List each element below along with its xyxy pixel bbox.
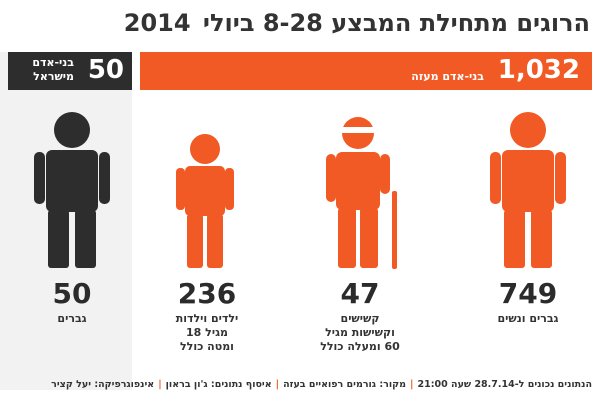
israel-total-bar: 50 בני-אדם מישראל	[8, 52, 132, 90]
footer-separator: |	[275, 379, 280, 390]
stat-desc: ילדים וילדות מגיל 18 ומטה כולל	[175, 312, 239, 353]
footer-data-collection: איסוף נתונים: ג'ון בראון	[165, 379, 272, 390]
stat-count: 236	[177, 277, 237, 310]
adult-icon	[490, 112, 566, 268]
title-text: הרוגים מתחילת המבצע 8-28 ביולי	[202, 9, 590, 37]
stat-israel-men: 50 גברים	[2, 278, 142, 326]
title-year: 2014	[123, 9, 191, 37]
israel-total-label: בני-אדם מישראל	[32, 56, 74, 83]
stat-count: 47	[340, 277, 380, 310]
elderly-icon	[326, 117, 397, 269]
footer-note: הנתונים נכונים ל-28.7.14 שעה 21:00	[417, 379, 593, 390]
stat-desc: קשישים וקשישות מגיל 60 ומעלה כולל	[320, 312, 400, 353]
israel-panel: 50 בני-אדם מישראל	[0, 52, 132, 390]
footer-source: מקור: גורמים רפואיים בעזה	[283, 379, 407, 390]
footer-infographic: אינפוגרפיקה: יעל קציר	[51, 379, 155, 390]
israel-total-value: 50	[87, 55, 124, 85]
gaza-total-label: בני-אדם מעזה	[411, 70, 484, 83]
footer-separator: |	[158, 379, 162, 390]
stat-desc: גברים ונשים	[497, 312, 559, 325]
stat-elderly: 47 קשישים וקשישות מגיל 60 ומעלה כולל	[290, 278, 430, 354]
page-title: הרוגים מתחילת המבצע 8-28 ביולי 2014	[10, 6, 590, 40]
stat-children: 236 ילדים וילדות מגיל 18 ומטה כולל	[137, 278, 277, 354]
stat-adults: 749 גברים ונשים	[458, 278, 598, 326]
gaza-total-bar: 1,032 בני-אדם מעזה	[140, 52, 592, 90]
stat-count: 50	[52, 277, 92, 310]
stat-desc: גברים	[57, 312, 87, 325]
footer-separator: |	[410, 379, 414, 390]
child-icon	[176, 134, 234, 268]
man-icon	[34, 112, 110, 268]
gaza-total-value: 1,032	[497, 55, 580, 85]
footer-credits: הנתונים נכונים ל-28.7.14 שעה 21:00|מקור:…	[8, 376, 592, 394]
stat-count: 749	[498, 277, 558, 310]
